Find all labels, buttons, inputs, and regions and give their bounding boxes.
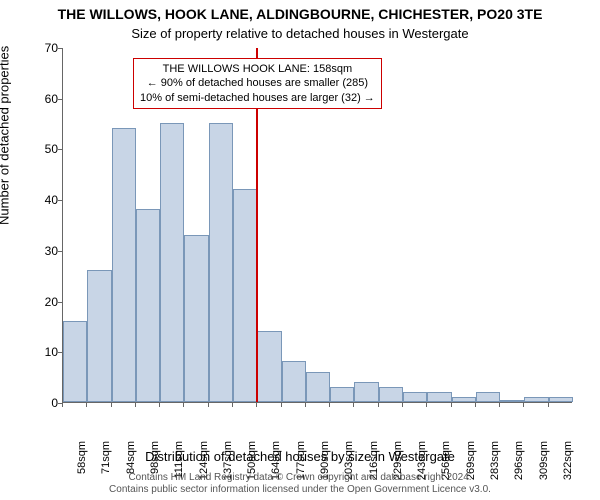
histogram-bar (500, 400, 524, 402)
histogram-bar (257, 331, 281, 402)
x-tick-mark (499, 403, 500, 407)
histogram-bar (427, 392, 451, 402)
histogram-bar (160, 123, 184, 402)
histogram-bar (112, 128, 136, 402)
x-tick-mark (159, 403, 160, 407)
histogram-bar (282, 361, 306, 402)
annotation-line2: ← 90% of detached houses are smaller (28… (140, 76, 375, 90)
x-tick-mark (62, 403, 63, 407)
y-tick-mark (58, 99, 62, 100)
y-tick-label: 10 (30, 345, 58, 359)
x-tick-mark (183, 403, 184, 407)
chart-title-main: THE WILLOWS, HOOK LANE, ALDINGBOURNE, CH… (0, 6, 600, 22)
x-tick-mark (281, 403, 282, 407)
chart-container: THE WILLOWS, HOOK LANE, ALDINGBOURNE, CH… (0, 0, 600, 500)
x-tick-mark (548, 403, 549, 407)
x-tick-mark (451, 403, 452, 407)
histogram-bar (403, 392, 427, 402)
histogram-bar (209, 123, 233, 402)
x-tick-mark (86, 403, 87, 407)
y-tick-mark (58, 48, 62, 49)
x-tick-mark (523, 403, 524, 407)
x-tick-mark (402, 403, 403, 407)
y-tick-label: 60 (30, 92, 58, 106)
x-tick-mark (135, 403, 136, 407)
histogram-bar (452, 397, 476, 402)
x-tick-mark (208, 403, 209, 407)
x-tick-mark (111, 403, 112, 407)
y-tick-label: 30 (30, 244, 58, 258)
x-tick-mark (353, 403, 354, 407)
histogram-bar (87, 270, 111, 402)
x-tick-mark (378, 403, 379, 407)
x-axis-label: Distribution of detached houses by size … (0, 449, 600, 464)
chart-title-sub: Size of property relative to detached ho… (0, 26, 600, 41)
y-tick-label: 20 (30, 295, 58, 309)
annotation-box: THE WILLOWS HOOK LANE: 158sqm← 90% of de… (133, 58, 382, 109)
y-tick-mark (58, 352, 62, 353)
histogram-bar (63, 321, 87, 402)
annotation-line1: THE WILLOWS HOOK LANE: 158sqm (140, 62, 375, 76)
x-tick-mark (232, 403, 233, 407)
footer-attribution: Contains HM Land Registry data © Crown c… (0, 472, 600, 496)
x-tick-mark (426, 403, 427, 407)
annotation-line3: 10% of semi-detached houses are larger (… (140, 91, 375, 105)
histogram-bar (306, 372, 330, 402)
y-tick-label: 0 (30, 396, 58, 410)
histogram-bar (233, 189, 257, 402)
x-tick-mark (329, 403, 330, 407)
footer-line2: Contains public sector information licen… (0, 484, 600, 496)
y-tick-label: 40 (30, 193, 58, 207)
histogram-bar (354, 382, 378, 402)
histogram-bar (549, 397, 573, 402)
histogram-bar (184, 235, 208, 402)
histogram-bar (136, 209, 160, 402)
x-tick-mark (305, 403, 306, 407)
y-axis-label: Number of detached properties (0, 46, 12, 225)
histogram-bar (330, 387, 354, 402)
histogram-bar (379, 387, 403, 402)
y-tick-mark (58, 149, 62, 150)
x-tick-mark (475, 403, 476, 407)
histogram-bar (476, 392, 500, 402)
y-tick-mark (58, 302, 62, 303)
y-tick-mark (58, 200, 62, 201)
y-tick-label: 50 (30, 142, 58, 156)
histogram-bar (524, 397, 548, 402)
plot-area: THE WILLOWS HOOK LANE: 158sqm← 90% of de… (62, 48, 572, 403)
y-tick-label: 70 (30, 41, 58, 55)
y-tick-mark (58, 251, 62, 252)
footer-line1: Contains HM Land Registry data © Crown c… (0, 472, 600, 484)
x-tick-mark (256, 403, 257, 407)
